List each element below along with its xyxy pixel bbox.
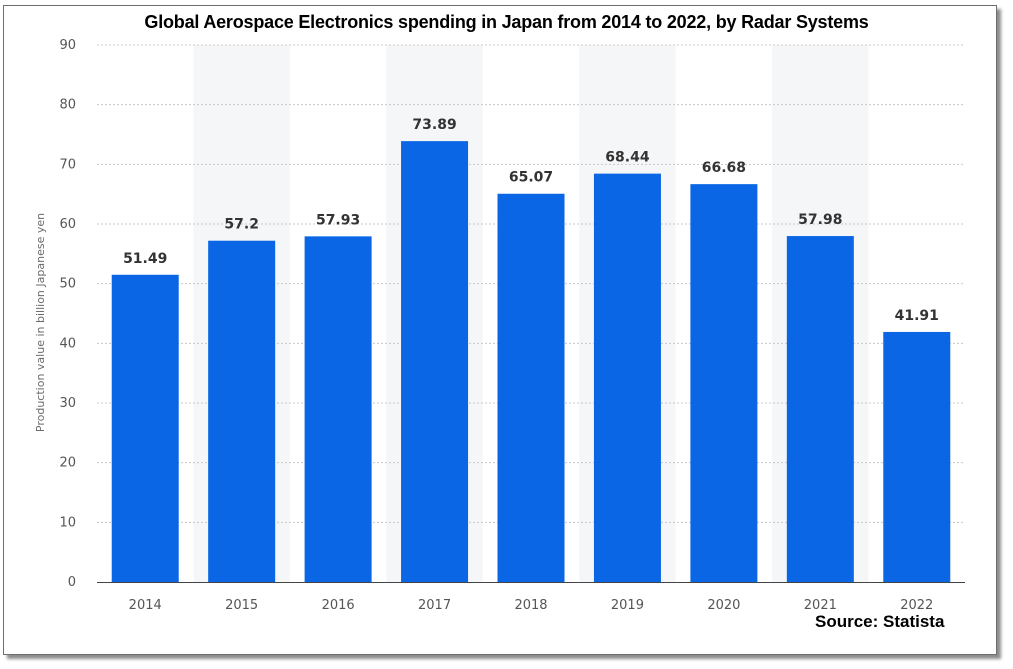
y-tick-label: 70 [59,157,76,172]
y-tick-label: 20 [59,456,76,471]
bar [111,274,179,582]
bar [401,141,469,583]
y-axis-ticks: 0 10 20 30 40 50 60 70 80 90 [59,38,76,590]
y-tick-label: 50 [59,277,76,292]
x-tick-label: 2017 [418,598,451,613]
y-tick-label: 0 [68,575,76,590]
bar-value-label: 41.91 [895,308,939,324]
y-tick-label: 90 [59,38,76,53]
y-tick-label: 40 [59,336,76,351]
y-tick-label: 60 [59,217,76,232]
x-tick-label: 2020 [707,598,740,613]
bar-value-label: 68.44 [605,150,650,166]
bar [593,173,661,582]
value-labels: 51.49 57.2 57.93 73.89 65.07 68.44 66.68 57.98 4… [123,117,939,324]
y-tick-label: 80 [59,98,76,113]
bar-value-label: 65.07 [509,170,553,186]
bar [883,331,951,582]
x-tick-label: 2015 [225,598,258,613]
bar-value-label: 57.2 [224,217,259,233]
bars [111,141,951,583]
y-axis-label: Production value in billion Japanese yen [34,213,47,432]
x-tick-label: 2018 [514,598,547,613]
bar-value-label: 73.89 [412,117,456,133]
x-axis-ticks: 2014 2015 2016 2017 2018 2019 2020 2021 2022 [129,598,934,613]
bar-value-label: 66.68 [702,160,746,176]
bar [208,240,276,582]
y-tick-label: 10 [59,515,76,530]
bar [304,236,372,582]
x-tick-label: 2016 [322,598,355,613]
x-tick-label: 2021 [804,598,837,613]
x-tick-label: 2022 [900,598,933,613]
chart-title: Global Aerospace Electronics spending in… [144,12,869,32]
x-tick-label: 2019 [611,598,644,613]
bar [690,184,758,582]
bar-value-label: 51.49 [123,251,167,267]
bar-value-label: 57.93 [316,212,360,228]
bar [497,193,565,582]
source-note: Source: Statista [815,612,945,631]
y-tick-label: 30 [59,396,76,411]
x-tick-label: 2014 [129,598,162,613]
bar-value-label: 57.98 [798,212,842,228]
bar [786,236,854,582]
